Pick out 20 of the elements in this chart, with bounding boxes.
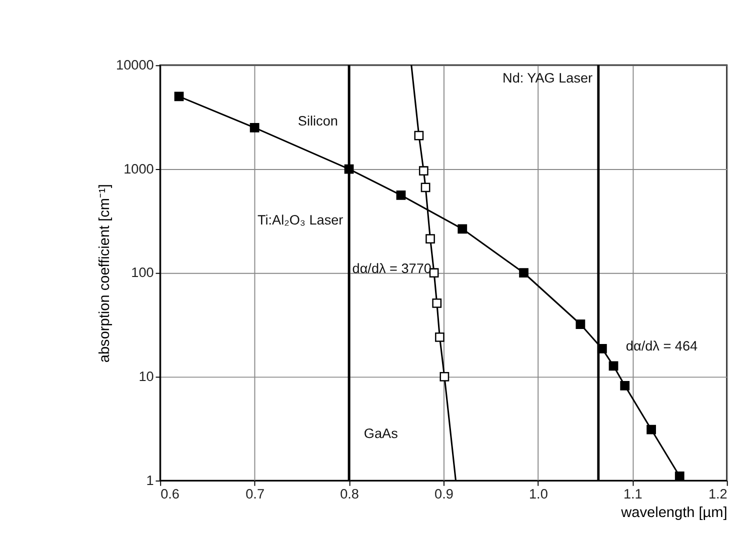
- y-tick-label: 1000: [124, 161, 154, 176]
- x-tick-label: 0.7: [246, 486, 265, 502]
- y-tick-label: 100: [131, 265, 154, 280]
- y-tick-label: 10: [138, 369, 154, 384]
- y-tick-label: 10000: [116, 58, 154, 73]
- annotation: dα/dλ = 464: [626, 338, 698, 354]
- annotation: Silicon: [298, 113, 338, 128]
- y-axis-title: absorption coefficient [cm⁻¹]: [97, 184, 114, 363]
- annotation: dα/dλ = 3770: [352, 260, 432, 276]
- x-tick-label: 0.6: [160, 486, 180, 502]
- x-tick-label: 1.1: [623, 486, 642, 502]
- ref-line-label: Ti:Al₂O₃ Laser: [257, 212, 344, 228]
- x-axis-title: wavelength [µm]: [620, 504, 728, 521]
- x-tick-label: 0.9: [434, 486, 454, 502]
- annotation: GaAs: [364, 426, 398, 441]
- ref-line-label: Nd: YAG Laser: [502, 70, 594, 86]
- x-tick-label: 1.0: [528, 486, 548, 502]
- x-tick-label: 1.2: [708, 486, 728, 502]
- x-tick-label: 0.8: [340, 486, 359, 502]
- y-tick-label: 1: [146, 472, 154, 488]
